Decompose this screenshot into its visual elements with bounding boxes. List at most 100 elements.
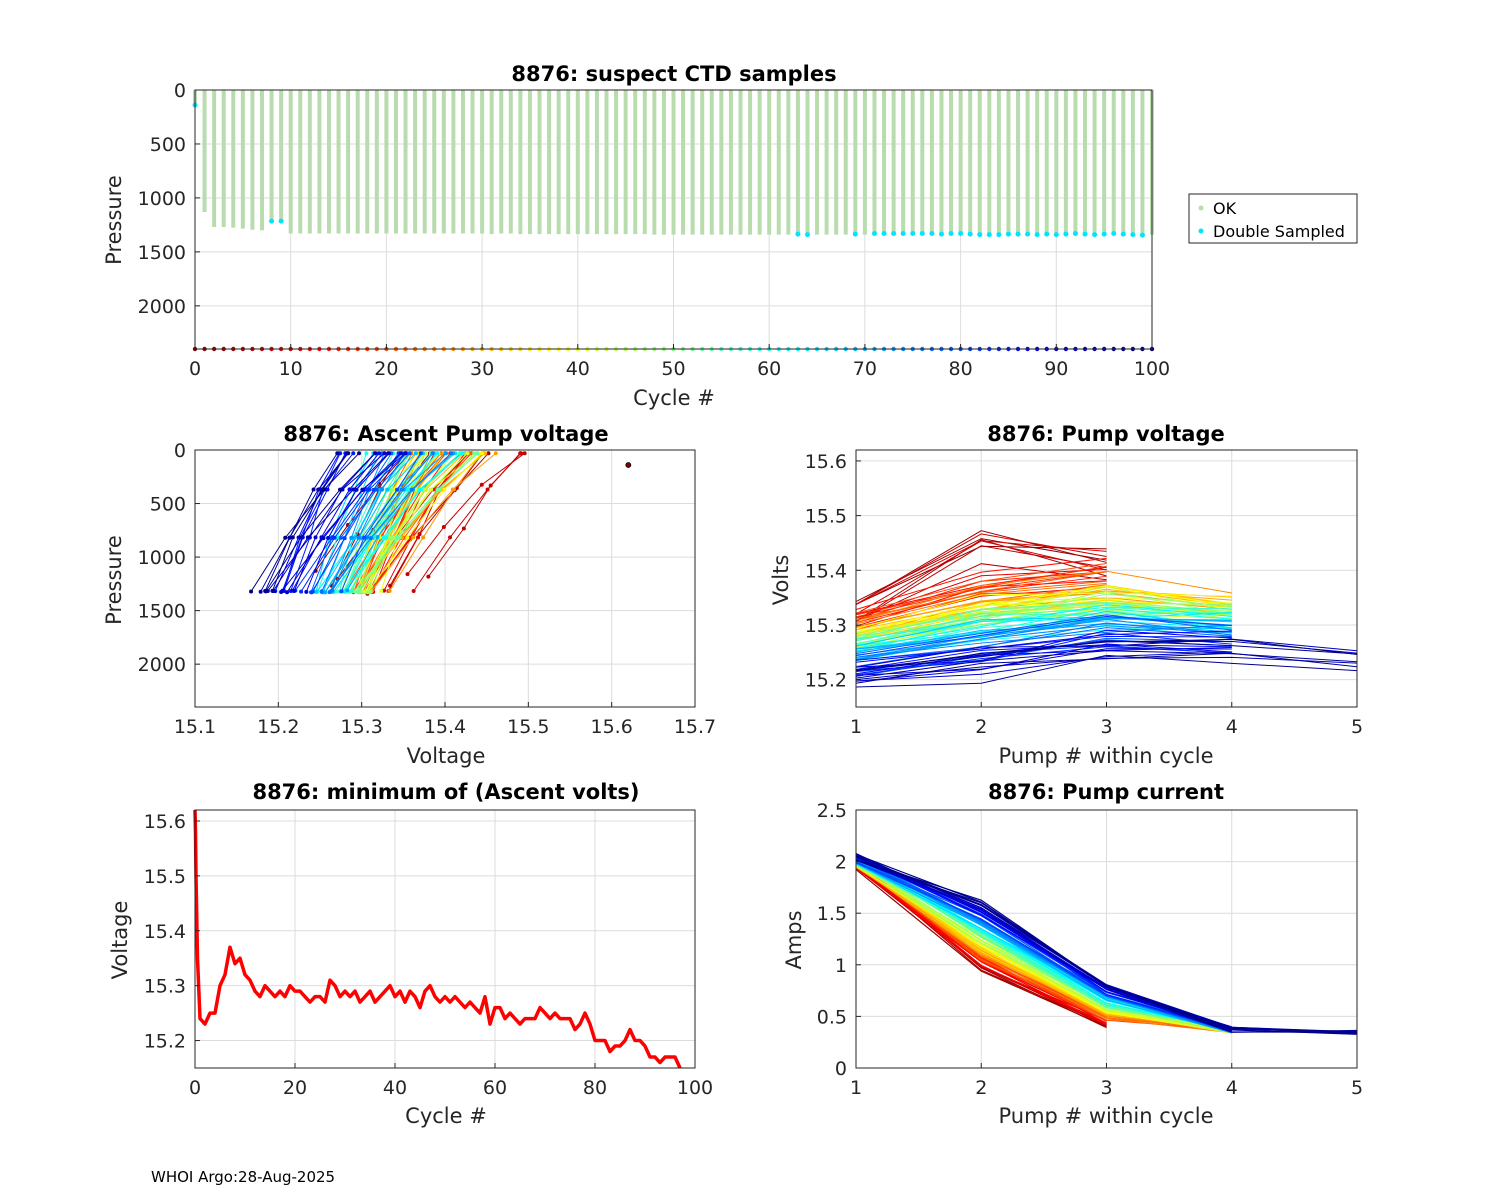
pumpv-cycle-line xyxy=(855,614,1232,655)
double-sampled-point xyxy=(1053,232,1059,238)
ascent-point xyxy=(368,589,373,594)
ctd-ylabel: Pressure xyxy=(102,175,126,265)
minv-ytick-label: 15.2 xyxy=(144,1031,186,1053)
footer-stamp: WHOI Argo:28-Aug-2025 xyxy=(151,1168,335,1186)
ascent-point xyxy=(311,487,316,492)
ascent-point xyxy=(326,535,331,540)
pumpc-ytick-label: 2.5 xyxy=(817,800,847,822)
ascent-cycle-line xyxy=(389,452,484,587)
minv-title: 8876: minimum of (Ascent volts) xyxy=(252,780,639,804)
ascent-point xyxy=(480,451,485,456)
ascent-point xyxy=(325,487,330,492)
ascent-cycle-line xyxy=(264,452,338,592)
double-sampled-point xyxy=(871,231,877,237)
ascent-cycle-line xyxy=(340,452,422,592)
ascent-ytick-label: 2000 xyxy=(138,654,186,676)
pumpc-xtick-label: 5 xyxy=(1351,1077,1363,1099)
double-sampled-point xyxy=(1082,231,1088,237)
pumpc-marks xyxy=(855,853,1358,1035)
ascent-point xyxy=(283,535,288,540)
ascent-point xyxy=(321,536,326,541)
double-sampled-point xyxy=(891,231,897,237)
ascent-xtick-label: 15.2 xyxy=(257,716,299,738)
pumpv-cycle-line xyxy=(855,586,1232,634)
ascent-point xyxy=(290,535,295,540)
ascent-point xyxy=(465,451,470,456)
double-sampled-point xyxy=(929,231,935,237)
pumpv-cycle-line xyxy=(855,648,1232,676)
pumpv-cycle-line xyxy=(855,530,1107,605)
pumpv-cycle-line xyxy=(855,615,1232,657)
double-sampled-point xyxy=(910,231,916,237)
double-sampled-point xyxy=(948,231,954,237)
double-sampled-point xyxy=(1034,232,1040,238)
ascent-point xyxy=(483,451,488,456)
ascent-cycle-line xyxy=(300,452,407,592)
pumpv-cycle-line xyxy=(855,643,1232,682)
ascent-point xyxy=(338,487,343,492)
minv-ticks: 0 20 40 60 80 100 15.2 15.3 15.4 15.5 15.6 xyxy=(144,811,713,1099)
pumpc-ytick-label: 1 xyxy=(835,955,847,977)
ascent-cycle-line xyxy=(250,452,360,592)
ascent-point xyxy=(380,487,385,492)
ascent-marks xyxy=(249,451,632,596)
ascent-point xyxy=(292,589,297,594)
ascent-point xyxy=(375,535,380,540)
ascent-ylabel: Pressure xyxy=(102,535,126,625)
ascent-point xyxy=(449,451,454,456)
ascent-point xyxy=(365,590,370,595)
ctd-xtick-label: 80 xyxy=(949,358,973,380)
ascent-point xyxy=(407,451,412,456)
ascent-cycle-line xyxy=(322,453,378,593)
panel-ctd-samples: 8876: suspect CTD samples Cycle # Pressu… xyxy=(102,62,1358,410)
ascent-point xyxy=(316,487,321,492)
ascent-xlabel: Voltage xyxy=(407,744,486,768)
ascent-point xyxy=(374,487,379,492)
pumpv-cycle-line xyxy=(855,635,1232,661)
ctd-xtick-label: 10 xyxy=(279,358,303,380)
ascent-point xyxy=(299,589,304,594)
minv-ytick-label: 15.5 xyxy=(144,866,186,888)
pumpv-cycle-line xyxy=(855,605,1232,649)
ascent-outlier-point xyxy=(625,462,632,468)
ascent-cycle-line xyxy=(265,452,376,592)
ascent-point xyxy=(468,451,473,456)
ascent-point xyxy=(365,535,370,540)
ascent-point xyxy=(322,487,327,492)
pumpv-ylabel: Volts xyxy=(769,555,793,606)
pumpv-ytick-label: 15.2 xyxy=(805,670,847,692)
ascent-cycle-line xyxy=(267,452,385,592)
pumpv-xtick-label: 5 xyxy=(1351,716,1363,738)
ascent-point xyxy=(304,589,309,594)
pumpv-cycle-line xyxy=(855,539,1107,622)
ascent-point xyxy=(323,590,328,595)
ascent-ytick-label: 1000 xyxy=(138,547,186,569)
ascent-ytick-label: 0 xyxy=(174,440,186,462)
ctd-title: 8876: suspect CTD samples xyxy=(511,62,836,86)
ascent-point xyxy=(411,535,416,540)
ascent-point xyxy=(493,451,498,456)
double-sampled-point xyxy=(1072,231,1078,237)
double-sampled-point xyxy=(1044,231,1050,237)
pumpc-xtick-label: 3 xyxy=(1100,1077,1112,1099)
ascent-point xyxy=(345,588,350,593)
ascent-point xyxy=(309,590,314,595)
ascent-cycle-line xyxy=(324,452,424,593)
panel-pump-voltage: 8876: Pump voltage Pump # within cycle V… xyxy=(769,422,1363,768)
min-voltage-line xyxy=(193,809,682,1069)
ctd-ytick-label: 1000 xyxy=(138,188,186,210)
ascent-cycle-line xyxy=(312,452,411,592)
pumpc-ytick-label: 2 xyxy=(835,852,847,874)
minv-xtick-label: 80 xyxy=(583,1077,607,1099)
minv-xtick-label: 60 xyxy=(483,1077,507,1099)
ascent-point xyxy=(249,589,254,594)
ascent-cycle-line xyxy=(389,452,483,592)
pumpv-cycle-line xyxy=(855,592,1232,630)
double-sampled-point xyxy=(269,218,275,224)
ctd-xtick-label: 50 xyxy=(661,358,685,380)
double-sampled-point xyxy=(938,231,944,237)
ascent-point xyxy=(386,451,391,456)
ascent-point xyxy=(409,487,414,492)
ascent-cycle-line xyxy=(324,452,434,593)
